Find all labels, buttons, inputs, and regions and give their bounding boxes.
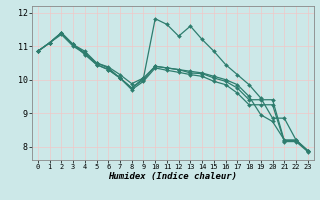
X-axis label: Humidex (Indice chaleur): Humidex (Indice chaleur) — [108, 172, 237, 181]
